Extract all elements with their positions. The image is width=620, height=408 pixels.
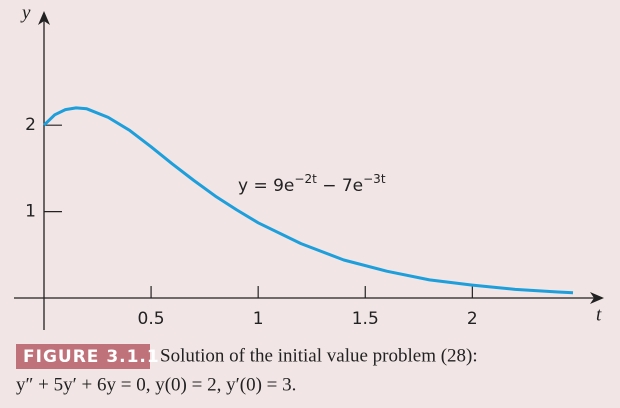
y-tick-label: 2 [25,115,36,135]
x-tick-label: 1 [253,309,264,329]
annotation-part: −2t [294,172,317,186]
annotation-part: −3t [363,172,386,186]
annotation-part: − 7e [317,176,363,196]
x-arrow [590,292,604,304]
x-tick-label: 2 [467,309,478,329]
y-arrow [38,11,50,25]
caption-text: y″ + 5y′ + 6y = 0, y(0) = 2, y′(0) = 3. [16,374,296,395]
x-tick-label: 1.5 [352,309,379,329]
x-axis-label: t [596,304,602,325]
y-axis-label: y [20,2,31,23]
annotation-part: y = 9e [238,176,294,196]
annotation: y = 9e−2t − 7e−3t [238,172,386,197]
x-tick-label: 0.5 [138,309,165,329]
line [42,106,574,295]
y-tick-label: 1 [25,202,36,222]
caption-text: Solution of the initial value problem (2… [160,345,478,366]
caption-label-box [16,344,150,369]
caption-label: FIGURE 3.1.1 [23,347,160,367]
